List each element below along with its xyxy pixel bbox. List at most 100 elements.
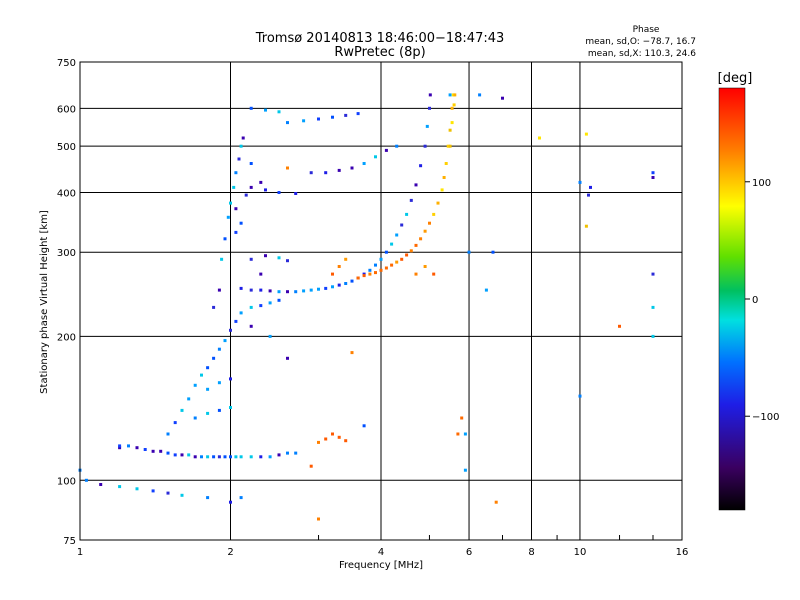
- x-mode-point: [419, 237, 423, 241]
- x-mode-point: [374, 271, 377, 275]
- o-mode-point: [264, 254, 267, 258]
- o-mode-point: [234, 319, 238, 323]
- colorbar-ticks: 100 0 −100: [745, 178, 779, 423]
- o-mode-point: [587, 193, 590, 197]
- x-mode-point: [309, 464, 313, 468]
- x-mode-point: [414, 243, 418, 247]
- o-mode-point: [491, 250, 495, 254]
- x-mode-point: [442, 176, 446, 179]
- x-mode-point: [584, 132, 588, 136]
- o-mode-point: [409, 198, 413, 202]
- o-mode-point: [331, 285, 334, 289]
- y-axis-label: Stationary phase Virtual Height [km]: [39, 210, 50, 394]
- o-mode-point: [229, 201, 232, 205]
- o-mode-point: [193, 383, 197, 387]
- o-mode-point: [264, 108, 267, 112]
- x-mode-point: [584, 224, 588, 228]
- o-mode-point: [448, 93, 452, 97]
- o-mode-point: [651, 176, 655, 179]
- o-mode-point: [286, 259, 289, 263]
- x-mode-point: [432, 272, 436, 276]
- o-mode-point: [239, 286, 243, 290]
- o-mode-point: [249, 305, 253, 309]
- o-mode-point: [180, 408, 184, 412]
- x-mode-point: [453, 93, 457, 97]
- y-tick-label: 200: [57, 332, 76, 343]
- o-mode-point: [400, 223, 404, 227]
- o-mode-point: [173, 421, 177, 425]
- x-mode-point: [448, 144, 452, 148]
- o-mode-point: [286, 451, 289, 455]
- o-mode-point: [374, 155, 377, 159]
- x-mode-point: [494, 500, 498, 504]
- o-mode-point: [239, 144, 243, 148]
- o-mode-point: [294, 192, 298, 195]
- o-mode-point: [651, 171, 655, 175]
- o-mode-point: [241, 136, 245, 140]
- o-mode-point: [206, 366, 210, 370]
- grid-lines: [80, 62, 682, 540]
- x-mode-point: [379, 268, 383, 272]
- o-mode-point: [223, 455, 227, 459]
- o-mode-point: [362, 162, 366, 165]
- x-mode-point: [452, 103, 456, 107]
- o-mode-point: [337, 283, 341, 287]
- o-mode-point: [324, 171, 328, 175]
- o-mode-point: [350, 166, 354, 170]
- o-mode-point: [268, 455, 272, 459]
- o-mode-point: [249, 185, 253, 189]
- o-mode-point: [463, 432, 467, 436]
- x-mode-point: [324, 437, 328, 441]
- o-mode-point: [286, 356, 289, 360]
- x-ticks: 1 2 4 6 8 10 16: [77, 535, 688, 558]
- phase-info-x: mean, sd,X: 110.3, 24.6: [588, 49, 696, 59]
- o-mode-point: [259, 288, 263, 292]
- o-mode-point: [223, 237, 227, 241]
- o-mode-point: [166, 491, 170, 495]
- o-mode-point: [423, 144, 427, 148]
- o-mode-point: [193, 416, 197, 420]
- o-mode-point: [277, 110, 281, 114]
- y-ticks: 75 100 200 300 400 500 600 750: [57, 58, 76, 547]
- o-mode-point: [395, 144, 399, 148]
- o-mode-point: [277, 191, 281, 194]
- x-mode-point: [337, 435, 341, 439]
- o-mode-point: [294, 290, 298, 294]
- o-mode-point: [118, 444, 122, 448]
- o-mode-point: [217, 455, 221, 459]
- o-mode-point: [193, 455, 197, 459]
- o-mode-point: [425, 124, 429, 128]
- x-tick-label: 4: [378, 547, 384, 558]
- o-mode-point: [317, 117, 320, 121]
- o-mode-point: [166, 432, 170, 436]
- o-mode-point: [309, 288, 313, 292]
- x-mode-point: [432, 212, 436, 216]
- x-mode-point: [423, 265, 427, 268]
- x-mode-point: [409, 249, 413, 253]
- x-mode-point: [356, 276, 360, 280]
- chart-subtitle: RwPretec (8p): [334, 45, 425, 60]
- colorbar-tick-label: −100: [752, 412, 779, 423]
- o-mode-point: [151, 489, 155, 493]
- x-tick-label: 2: [227, 547, 233, 558]
- x-mode-point: [456, 432, 460, 436]
- o-mode-point: [206, 411, 210, 415]
- o-mode-point: [212, 305, 216, 309]
- o-mode-point: [259, 272, 263, 276]
- o-mode-point: [463, 468, 467, 472]
- x-mode-point: [450, 121, 454, 125]
- o-mode-point: [244, 193, 248, 197]
- x-mode-point: [331, 272, 334, 276]
- o-mode-point: [217, 347, 221, 351]
- o-mode-point: [217, 408, 221, 412]
- phase-info-heading: Phase: [633, 25, 660, 35]
- o-mode-point: [484, 288, 488, 292]
- o-mode-point: [302, 289, 306, 293]
- o-mode-point: [229, 377, 232, 381]
- o-mode-point: [234, 171, 238, 175]
- x-tick-label: 6: [466, 547, 472, 558]
- x-mode-point: [450, 106, 454, 110]
- y-tick-label: 300: [57, 248, 76, 259]
- o-mode-point: [173, 453, 177, 457]
